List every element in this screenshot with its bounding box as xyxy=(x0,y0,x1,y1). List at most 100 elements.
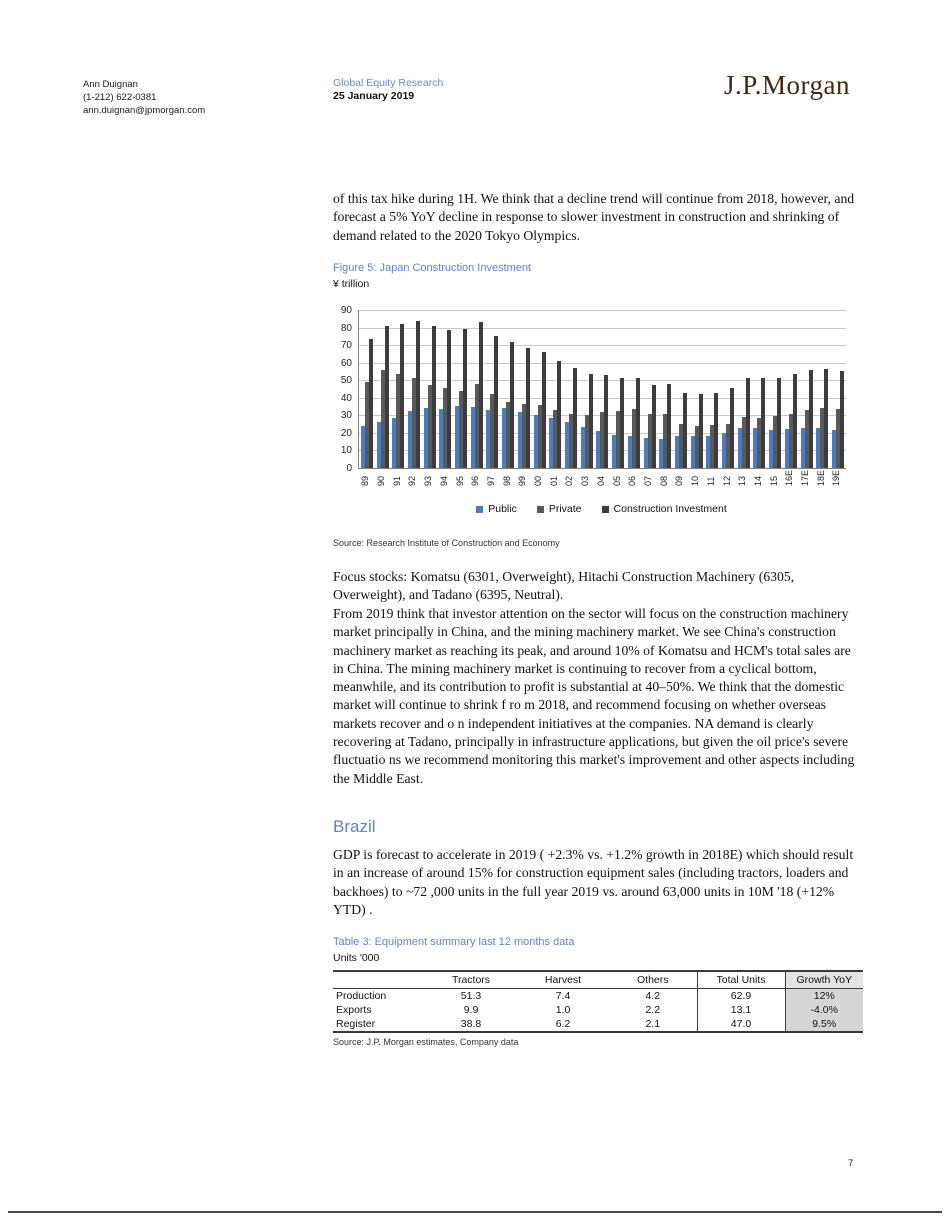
bar-public-04 xyxy=(596,431,601,468)
bar-group-09 xyxy=(673,310,689,468)
x-tick-label-06: 06 xyxy=(627,476,638,487)
bar-group-92 xyxy=(406,310,422,468)
table-source-note: Source: J.P. Morgan estimates, Company d… xyxy=(333,1037,519,1047)
analyst-phone: (1-212) 622-0381 xyxy=(83,92,157,103)
bar-construction-investment-17E xyxy=(808,369,813,468)
bar-construction-investment-95 xyxy=(463,329,468,468)
x-tick-label-16E: 16E xyxy=(784,470,795,487)
bar-group-89 xyxy=(359,310,375,468)
gridline-80 xyxy=(359,327,846,329)
x-tick-label-13: 13 xyxy=(737,476,748,487)
bar-construction-investment-98 xyxy=(510,342,515,468)
table-column-header-Tractors: Tractors xyxy=(425,970,517,989)
bar-public-00 xyxy=(533,415,538,468)
cell-total-units: 62.9 xyxy=(696,988,785,1003)
bar-construction-investment-19E xyxy=(839,371,844,468)
bar-group-08 xyxy=(657,310,673,468)
bar-private-02 xyxy=(568,413,573,468)
legend-swatch-icon xyxy=(476,505,484,513)
bar-private-15 xyxy=(773,416,778,468)
cell-tractors: 38.8 xyxy=(425,1017,517,1033)
bar-private-99 xyxy=(521,403,526,468)
bar-private-07 xyxy=(647,413,652,468)
bar-public-12 xyxy=(722,432,727,468)
analyst-contact-block: Ann Duignan (1-212) 622-0381 ann.duignan… xyxy=(83,78,205,117)
japan-construction-investment-chart: 0 10 20 30 40 50 60 70 80 90 89 90 91 92 93 94 95 96 97 98… xyxy=(330,300,870,530)
bar-public-15 xyxy=(769,430,774,468)
x-tick-label-94: 94 xyxy=(438,476,449,487)
bar-group-00 xyxy=(532,310,548,468)
bar-private-13 xyxy=(741,417,746,468)
x-tick-label-17E: 17E xyxy=(800,470,811,487)
x-tick-label-89: 89 xyxy=(360,476,371,487)
bar-public-89 xyxy=(360,425,365,468)
bar-construction-investment-15 xyxy=(777,378,782,468)
bar-public-06 xyxy=(627,436,632,468)
cell-tractors: 9.9 xyxy=(463,1004,479,1016)
bar-public-90 xyxy=(376,422,381,468)
cell-others: 2.1 xyxy=(609,1017,697,1033)
x-tick-label-90: 90 xyxy=(376,476,387,487)
bar-construction-investment-91 xyxy=(400,324,405,468)
x-tick-label-07: 07 xyxy=(643,476,653,487)
bar-group-12 xyxy=(720,310,736,468)
bar-group-16E xyxy=(783,310,799,468)
brazil-section-heading: Brazil xyxy=(333,817,376,836)
bar-group-17E xyxy=(799,310,815,468)
table-row-production: Production 51.3 7.4 4.2 62.9 12% xyxy=(333,988,863,1003)
y-tick-label-40: 40 xyxy=(340,392,352,404)
bar-construction-investment-03 xyxy=(588,374,593,468)
bar-private-98 xyxy=(506,402,511,468)
row-label: Exports xyxy=(336,1004,372,1016)
chart-x-axis-labels: 89 90 91 92 93 94 95 96 97 98 99 00 01 02 03 04 05 06 07 08… xyxy=(358,470,845,486)
bar-public-93 xyxy=(423,408,428,468)
gridline-60 xyxy=(359,362,846,364)
cell-growth-yoy: 9.5% xyxy=(784,1017,863,1033)
x-tick-label-01: 01 xyxy=(548,476,559,487)
y-tick-label-10: 10 xyxy=(340,445,352,457)
bar-private-09 xyxy=(678,424,683,468)
bar-private-14 xyxy=(757,417,762,468)
bar-private-91 xyxy=(396,374,401,468)
bar-construction-investment-16E xyxy=(792,374,797,468)
y-tick-label-30: 30 xyxy=(340,410,352,422)
legend-item-construction-investment: Construction Investment xyxy=(601,503,727,515)
bar-construction-investment-04 xyxy=(604,374,609,468)
table-column-header-Others: Others xyxy=(609,970,697,989)
chart-plot-area xyxy=(358,310,846,469)
bar-group-98 xyxy=(500,310,516,468)
bar-public-18E xyxy=(816,427,821,468)
legend-label: Construction Investment xyxy=(613,503,727,515)
x-tick-label-11: 11 xyxy=(705,476,716,487)
cell-harvest: 6.2 xyxy=(517,1017,609,1033)
focus-stocks-paragraph: Focus stocks: Komatsu (6301, Overweight)… xyxy=(333,569,795,603)
legend-label: Private xyxy=(548,503,582,515)
table-column-header-Harvest: Harvest xyxy=(517,970,609,989)
bar-public-99 xyxy=(517,411,522,468)
bar-private-05 xyxy=(616,410,621,468)
bar-group-96 xyxy=(469,310,485,468)
cell-total-units: 47.0 xyxy=(696,1017,785,1033)
bar-group-07 xyxy=(642,310,658,468)
bar-private-01 xyxy=(553,410,558,468)
page-number: 7 xyxy=(848,1158,854,1169)
legend-item-private: Private xyxy=(536,503,582,515)
bar-private-03 xyxy=(584,415,589,468)
x-tick-label-18E: 18E xyxy=(815,470,826,487)
x-tick-label-92: 92 xyxy=(407,476,418,487)
x-tick-label-15: 15 xyxy=(768,476,779,487)
y-tick-label-50: 50 xyxy=(340,375,352,387)
bar-group-91 xyxy=(390,310,406,468)
row-label: Register xyxy=(333,1017,425,1033)
bar-construction-investment-96 xyxy=(478,322,483,468)
legend-swatch-icon xyxy=(536,505,544,513)
bar-private-10 xyxy=(694,425,699,468)
bar-group-03 xyxy=(579,310,595,468)
x-tick-label-93: 93 xyxy=(423,476,434,487)
cell-others: 4.2 xyxy=(645,990,661,1002)
bar-construction-investment-97 xyxy=(494,336,499,468)
bar-group-06 xyxy=(626,310,642,468)
table-column-header-row-label xyxy=(333,970,425,989)
gridline-50 xyxy=(359,380,846,382)
